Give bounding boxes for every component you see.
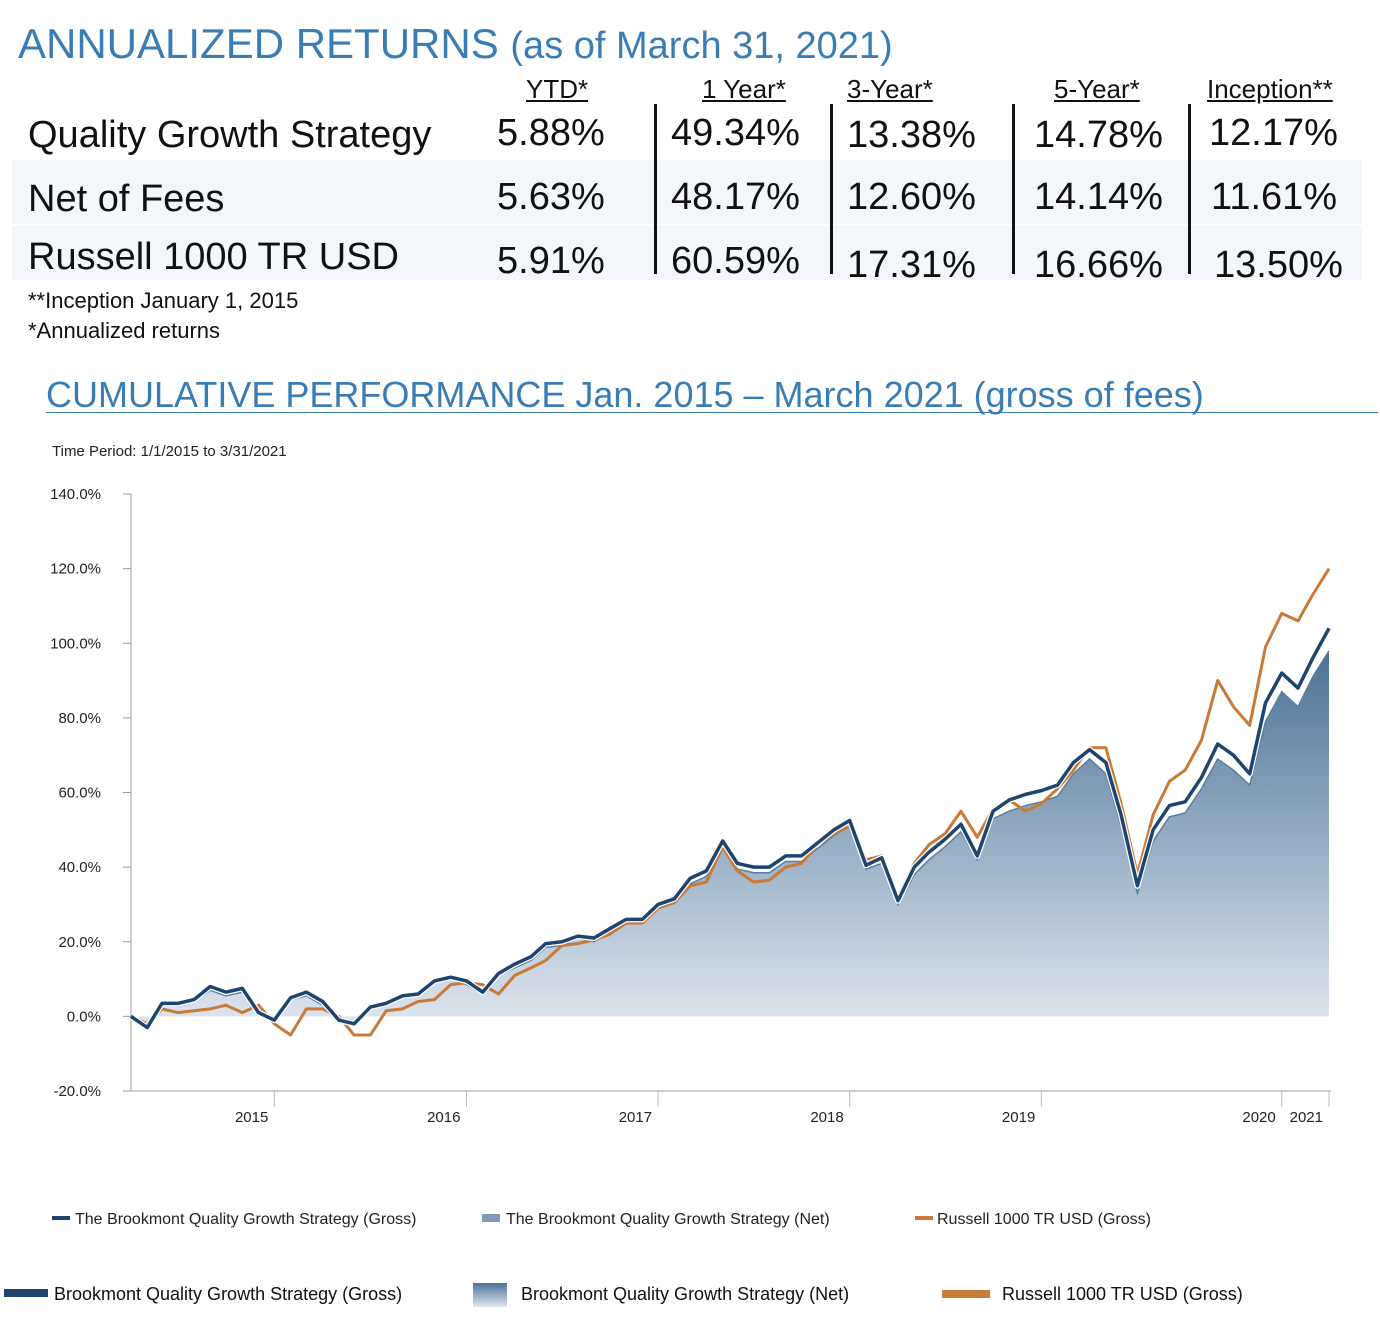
cell-value: 12.17% (1209, 112, 1338, 154)
legend-label-gross: The Brookmont Quality Growth Strategy (G… (75, 1211, 416, 1228)
cell-value: 5.91% (497, 240, 605, 282)
y-tick-label: 120.0% (50, 561, 101, 578)
page-title-main: ANNUALIZED RETURNS (18, 20, 499, 67)
y-tick-label: 60.0% (58, 785, 101, 802)
legend-label-russell: Russell 1000 TR USD (Gross) (937, 1211, 1151, 1228)
bottom-legend-label-net: Brookmont Quality Growth Strategy (Net) (521, 1284, 850, 1304)
cell-value: 16.66% (1034, 244, 1163, 286)
cell-value: 17.31% (847, 244, 976, 286)
cell-value: 13.50% (1214, 244, 1343, 286)
cell-value: 49.34% (671, 112, 800, 154)
y-tick-label: 40.0% (58, 859, 101, 876)
cumulative-performance-chart: Time Period: 1/1/2015 to 3/31/2021 -20.0%… (50, 443, 1332, 1228)
column-divider (1012, 104, 1015, 274)
page-title-subtitle: (as of March 31, 2021) (510, 25, 893, 67)
page-title: ANNUALIZED RETURNS (as of March 31, 2021… (18, 20, 893, 68)
footnote-inception: **Inception January 1, 2015 (28, 288, 299, 313)
x-tick-label: 2020 (1242, 1109, 1275, 1126)
x-tick-label: 2019 (1002, 1109, 1035, 1126)
legend-swatch-net (473, 1283, 507, 1307)
column-divider (654, 104, 657, 274)
legend-label-net: The Brookmont Quality Growth Strategy (N… (506, 1211, 830, 1228)
table-row-band (12, 226, 1362, 280)
column-divider (830, 104, 833, 274)
table-row-band (12, 160, 1362, 224)
cell-value: 13.38% (847, 114, 976, 156)
column-header-ytd: YTD* (526, 74, 589, 104)
x-tick-label: 2015 (235, 1109, 268, 1126)
series-area-net (131, 650, 1329, 1028)
section-title-cumulative: CUMULATIVE PERFORMANCE Jan. 2015 – March… (46, 374, 1204, 415)
y-tick-label: 100.0% (50, 635, 101, 652)
row-label-quality-growth: Quality Growth Strategy (28, 114, 432, 156)
y-tick-label: 80.0% (58, 710, 101, 727)
footnote-annualized: *Annualized returns (28, 318, 221, 343)
cell-value: 11.61% (1211, 176, 1338, 218)
bottom-legend-label-gross: Brookmont Quality Growth Strategy (Gross… (54, 1284, 403, 1304)
cell-value: 12.60% (847, 176, 976, 218)
time-period-label: Time Period: 1/1/2015 to 3/31/2021 (52, 443, 287, 460)
series-line-gross (130, 627, 1331, 1030)
cell-value: 5.63% (497, 176, 605, 218)
cell-value: 48.17% (671, 176, 800, 218)
x-tick-label: 2016 (427, 1109, 460, 1126)
column-header-inception: Inception** (1207, 74, 1333, 104)
column-header-3-year: 3-Year* (847, 74, 933, 104)
legend-swatch-russell (942, 1290, 990, 1298)
cell-value: 14.14% (1034, 176, 1163, 218)
column-header-5-year: 5-Year* (1054, 74, 1140, 104)
y-tick-label: -20.0% (53, 1083, 101, 1100)
x-tick-label: 2021 (1290, 1109, 1323, 1126)
cell-value: 5.88% (497, 112, 605, 154)
row-label-russell-1000: Russell 1000 TR USD (28, 236, 400, 278)
legend-swatch-gross (4, 1289, 48, 1297)
legend-swatch-net (482, 1214, 500, 1222)
cell-value: 14.78% (1034, 114, 1163, 156)
y-tick-label: 140.0% (50, 486, 101, 503)
bottom-legend-label-russell: Russell 1000 TR USD (Gross) (1002, 1284, 1243, 1304)
x-tick-label: 2017 (619, 1109, 652, 1126)
section-title-underline (46, 412, 1378, 413)
column-divider (1188, 104, 1191, 274)
row-label-net-of-fees: Net of Fees (28, 178, 225, 220)
y-tick-label: 20.0% (58, 934, 101, 951)
cell-value: 60.59% (671, 240, 800, 282)
column-header-1-year: 1 Year* (702, 74, 786, 104)
y-tick-label: 0.0% (67, 1008, 101, 1025)
x-tick-label: 2018 (810, 1109, 843, 1126)
